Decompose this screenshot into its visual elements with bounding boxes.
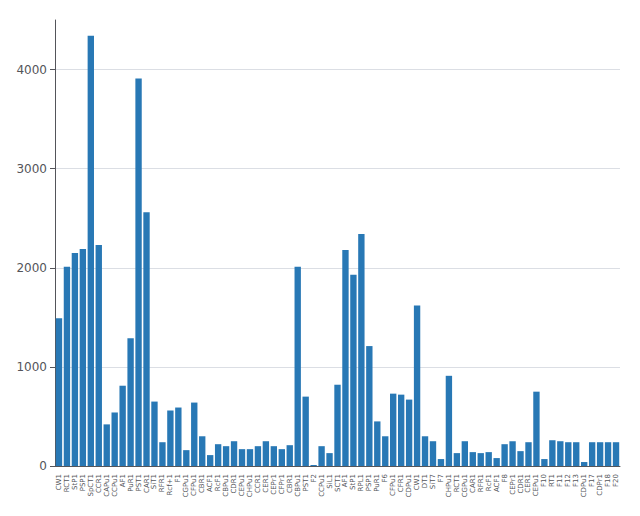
svg-text:CDR1: CDR1: [230, 474, 238, 494]
svg-text:ACF1: ACF1: [206, 474, 214, 492]
svg-text:SiL1: SiL1: [326, 474, 334, 489]
svg-text:3000: 3000: [16, 162, 47, 176]
svg-text:ACF1: ACF1: [493, 474, 501, 492]
svg-text:SiT1: SiT1: [150, 474, 158, 489]
svg-text:CBPu1: CBPu1: [294, 474, 302, 497]
svg-text:SCT1: SCT1: [334, 474, 342, 492]
svg-text:PST1: PST1: [135, 474, 143, 491]
svg-text:F10: F10: [540, 474, 548, 487]
svg-text:CFPr1: CFPr1: [278, 474, 286, 494]
svg-text:CHPu1: CHPu1: [445, 474, 453, 497]
svg-text:CER1: CER1: [262, 474, 270, 493]
svg-text:StP1: StP1: [71, 474, 79, 490]
svg-text:CDPu1: CDPu1: [405, 474, 413, 497]
svg-text:CEPr1: CEPr1: [270, 474, 278, 495]
svg-text:CEPu1: CEPu1: [238, 474, 246, 496]
svg-text:RcF1: RcF1: [485, 474, 493, 491]
svg-text:Rcf+1: Rcf+1: [166, 474, 174, 496]
svg-text:CER1: CER1: [524, 474, 532, 493]
svg-text:CGPu1: CGPu1: [182, 474, 190, 497]
svg-text:CBR1: CBR1: [286, 474, 294, 493]
svg-text:2000: 2000: [16, 261, 47, 275]
svg-text:RcF1: RcF1: [214, 474, 222, 491]
svg-text:CGPu1: CGPu1: [461, 474, 469, 497]
svg-text:AF1: AF1: [119, 474, 127, 487]
svg-text:CCR1: CCR1: [95, 474, 103, 493]
svg-text:RFR1: RFR1: [158, 474, 166, 492]
svg-text:CW1: CW1: [413, 474, 421, 490]
svg-text:CDPu1: CDPu1: [580, 474, 588, 497]
svg-text:CFPu1: CFPu1: [389, 474, 397, 496]
svg-text:F6: F6: [381, 473, 389, 482]
svg-text:CEPu1: CEPu1: [532, 474, 540, 496]
svg-text:CCPu1: CCPu1: [318, 474, 326, 497]
svg-text:CDR1: CDR1: [517, 474, 525, 494]
svg-text:CDPr1: CDPr1: [596, 474, 604, 496]
svg-text:CEPr1: CEPr1: [509, 474, 517, 495]
svg-text:F7: F7: [437, 474, 445, 482]
svg-text:F20: F20: [612, 474, 620, 487]
svg-text:F17: F17: [588, 474, 596, 487]
svg-text:F1: F1: [174, 474, 182, 482]
svg-text:4000: 4000: [16, 63, 47, 77]
svg-text:F13: F13: [572, 474, 580, 487]
svg-text:1000: 1000: [16, 360, 47, 374]
svg-text:CAR1: CAR1: [143, 474, 151, 493]
svg-text:StP1: StP1: [349, 474, 357, 490]
svg-text:CBPu1: CBPu1: [222, 474, 230, 497]
svg-text:F12: F12: [564, 474, 572, 487]
svg-text:SiT7: SiT7: [429, 474, 437, 489]
svg-text:PSP1: PSP1: [365, 474, 373, 491]
svg-text:PuR1: PuR1: [127, 474, 135, 492]
svg-text:PST1: PST1: [302, 474, 310, 491]
svg-text:F11: F11: [556, 474, 564, 487]
svg-text:CHPu1: CHPu1: [246, 474, 254, 497]
svg-text:F2: F2: [310, 474, 318, 482]
svg-text:PuR1: PuR1: [373, 474, 381, 492]
svg-text:AF1: AF1: [341, 474, 349, 487]
svg-text:0: 0: [39, 459, 47, 473]
svg-text:F18: F18: [604, 474, 612, 487]
svg-text:F8: F8: [501, 474, 509, 482]
svg-text:SpCT1: SpCT1: [87, 474, 95, 497]
svg-text:CCR1: CCR1: [254, 474, 262, 493]
svg-text:PSP1: PSP1: [79, 474, 87, 491]
svg-text:CBR1: CBR1: [198, 474, 206, 493]
svg-text:RCT1: RCT1: [63, 474, 71, 492]
svg-text:CAPu1: CAPu1: [103, 474, 111, 497]
svg-text:DT1: DT1: [421, 474, 429, 488]
svg-text:CW1: CW1: [55, 474, 63, 490]
svg-text:CFPu1: CFPu1: [190, 474, 198, 496]
svg-text:CCPu1: CCPu1: [111, 474, 119, 497]
svg-text:RCT1: RCT1: [453, 474, 461, 492]
svg-text:RT1: RT1: [548, 474, 556, 487]
svg-text:CAR1: CAR1: [469, 474, 477, 493]
svg-text:CFR1: CFR1: [397, 474, 405, 492]
svg-text:RPL1: RPL1: [357, 474, 365, 491]
svg-text:RFR1: RFR1: [477, 474, 485, 492]
